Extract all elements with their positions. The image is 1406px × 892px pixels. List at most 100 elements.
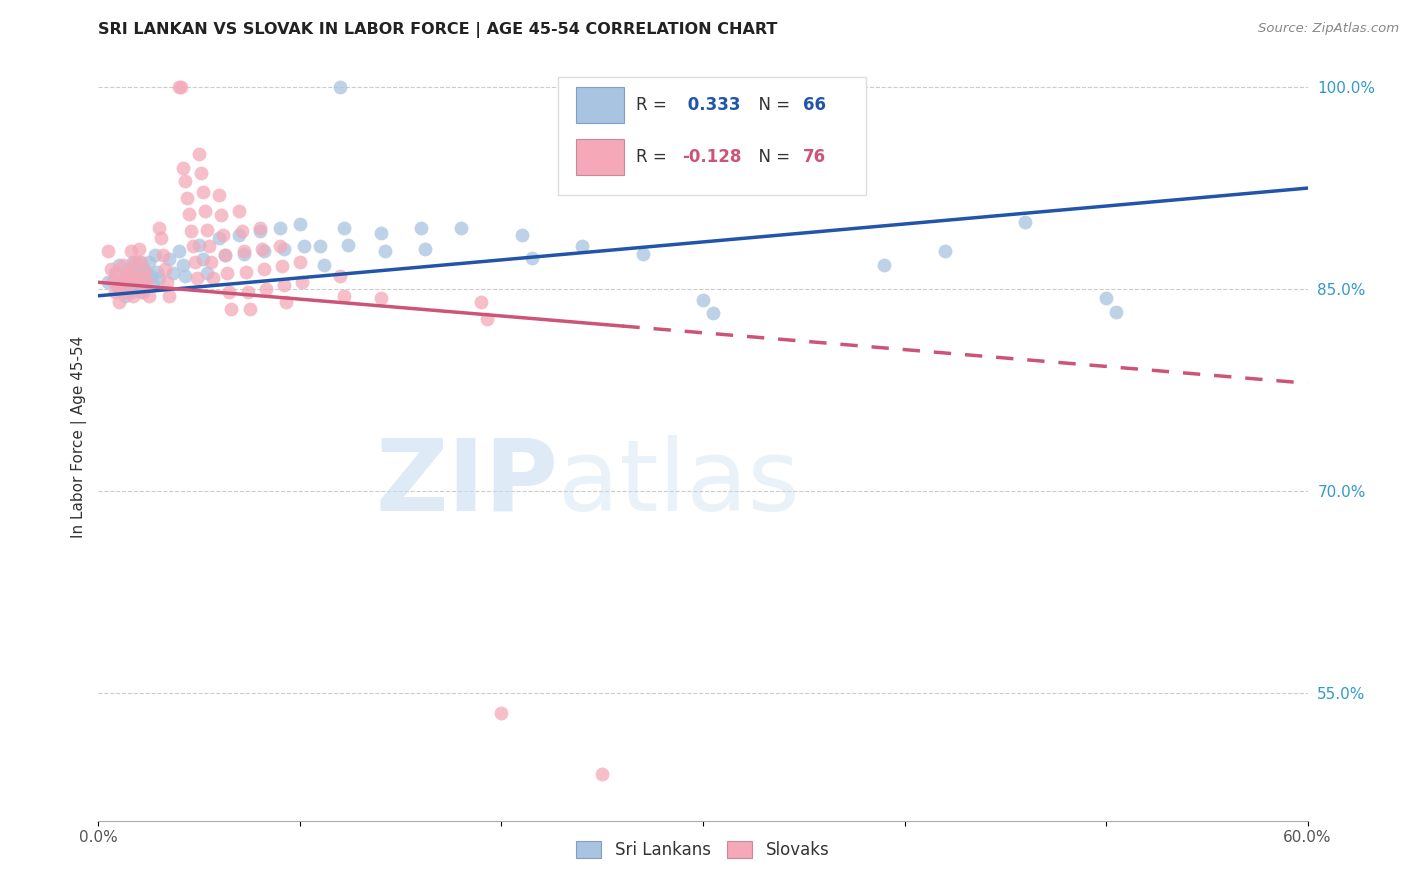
Point [170, 80, 193, 95]
Legend: Sri Lankans, Slovaks: Sri Lankans, Slovaks [569, 835, 837, 866]
Point [491, 706, 513, 720]
Point [236, 285, 259, 299]
Point [143, 248, 166, 262]
Point [167, 80, 190, 95]
Point [333, 221, 356, 235]
Point [370, 292, 392, 306]
Point [195, 266, 218, 280]
Point [120, 244, 142, 259]
Point [132, 260, 155, 275]
Point [221, 302, 243, 317]
Point [162, 266, 184, 280]
Point [253, 244, 276, 259]
Point [115, 285, 138, 299]
Point [235, 264, 257, 278]
Point [239, 302, 262, 317]
Point [115, 268, 138, 283]
FancyBboxPatch shape [558, 77, 866, 195]
Point [181, 239, 204, 253]
Text: N =: N = [748, 96, 796, 114]
Point [631, 247, 654, 261]
Point [269, 239, 291, 253]
Point [121, 275, 143, 289]
Point [176, 190, 198, 204]
Point [329, 268, 352, 283]
Point [111, 274, 134, 288]
Point [167, 244, 190, 259]
Point [292, 239, 315, 253]
Text: R =: R = [637, 96, 672, 114]
Point [228, 204, 250, 219]
Point [120, 285, 142, 299]
Text: -0.128: -0.128 [682, 148, 742, 166]
Text: SRI LANKAN VS SLOVAK IN LABOR FORCE | AGE 45-54 CORRELATION CHART: SRI LANKAN VS SLOVAK IN LABOR FORCE | AG… [98, 22, 778, 38]
Point [254, 282, 277, 296]
Point [129, 285, 152, 299]
Point [120, 271, 142, 285]
Point [184, 255, 207, 269]
Point [249, 224, 271, 238]
Point [148, 271, 170, 285]
Point [270, 259, 292, 273]
Point [288, 255, 311, 269]
Point [103, 285, 125, 299]
Point [128, 242, 150, 256]
Point [413, 242, 436, 256]
Point [591, 766, 613, 780]
Y-axis label: In Labor Force | Age 45-54: In Labor Force | Age 45-54 [72, 336, 87, 538]
Point [121, 289, 143, 303]
Point [702, 306, 724, 320]
Point [934, 244, 956, 259]
Point [212, 228, 235, 243]
Point [1095, 292, 1118, 306]
Text: 66: 66 [803, 96, 827, 114]
Point [134, 264, 156, 278]
Point [125, 271, 148, 285]
Point [309, 239, 332, 253]
Point [193, 185, 215, 199]
Point [97, 244, 120, 259]
Point [692, 293, 714, 307]
Point [198, 239, 221, 253]
Point [510, 228, 533, 243]
Point [148, 221, 170, 235]
Point [153, 261, 176, 276]
Point [793, 80, 815, 95]
Point [135, 275, 157, 289]
Point [120, 264, 142, 278]
Point [450, 221, 472, 235]
Point [190, 166, 212, 180]
Point [138, 289, 160, 303]
Point [134, 271, 156, 285]
Point [125, 274, 148, 288]
Point [156, 275, 179, 289]
Point [1105, 305, 1128, 319]
Point [107, 295, 129, 310]
Point [195, 223, 218, 237]
Point [374, 244, 396, 259]
Point [269, 221, 291, 235]
Point [288, 218, 311, 232]
Point [172, 161, 194, 175]
Point [873, 258, 896, 272]
Point [97, 275, 120, 289]
Point [520, 251, 543, 265]
Point [174, 174, 197, 188]
Point [194, 204, 217, 219]
Point [249, 221, 271, 235]
FancyBboxPatch shape [576, 87, 624, 123]
Point [110, 275, 132, 289]
Point [186, 271, 208, 285]
Point [128, 255, 150, 269]
Point [124, 255, 146, 269]
Point [273, 278, 295, 293]
Point [105, 266, 128, 280]
Point [139, 268, 162, 283]
Point [142, 277, 165, 291]
Point [291, 275, 314, 289]
Point [157, 252, 180, 267]
Point [107, 282, 129, 296]
Point [333, 289, 356, 303]
Text: N =: N = [748, 148, 796, 166]
Point [138, 255, 160, 269]
